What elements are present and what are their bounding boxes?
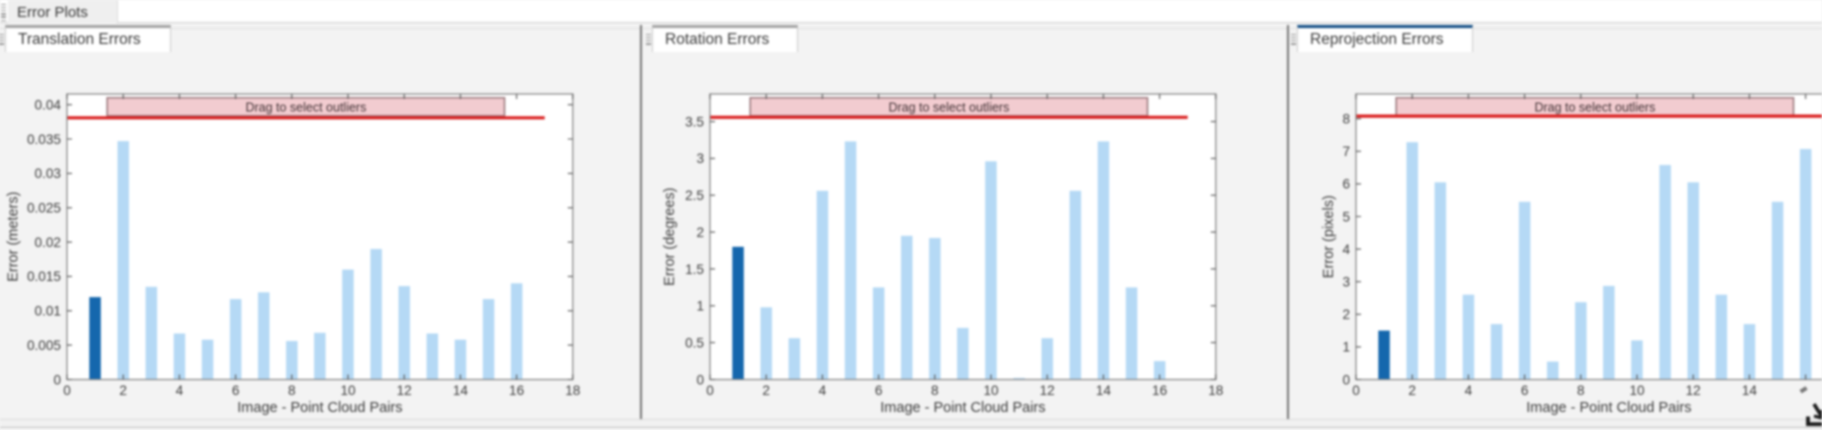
svg-text:12: 12 [1040,383,1055,398]
svg-text:8: 8 [1342,112,1350,127]
svg-text:12: 12 [1686,383,1701,398]
svg-text:16: 16 [1152,383,1167,398]
svg-text:0.025: 0.025 [27,201,61,216]
svg-text:3: 3 [696,151,704,166]
svg-text:Image - Point Cloud Pairs: Image - Point Cloud Pairs [237,400,402,416]
svg-text:2.5: 2.5 [685,188,704,203]
svg-text:5: 5 [1342,209,1350,224]
svg-text:2: 2 [119,383,127,398]
svg-text:0.005: 0.005 [27,338,61,353]
svg-text:0.015: 0.015 [27,269,61,284]
svg-text:8: 8 [931,383,939,398]
svg-text:18: 18 [565,383,580,398]
svg-text:6: 6 [1342,177,1350,192]
svg-text:10: 10 [1629,383,1645,398]
svg-text:2: 2 [696,225,704,240]
svg-text:0: 0 [63,383,71,398]
svg-text:2: 2 [1408,383,1416,398]
svg-text:Image - Point Cloud Pairs: Image - Point Cloud Pairs [1526,400,1691,416]
svg-text:Error (degrees): Error (degrees) [662,188,678,286]
svg-text:4: 4 [176,383,184,398]
svg-text:1.5: 1.5 [685,262,704,277]
svg-text:4: 4 [1342,242,1350,257]
svg-text:0: 0 [696,372,704,387]
svg-text:14: 14 [1742,383,1758,398]
svg-text:1: 1 [1342,340,1350,355]
svg-text:12: 12 [397,383,412,398]
svg-text:8: 8 [288,383,296,398]
svg-text:0: 0 [1342,372,1350,387]
svg-text:1: 1 [696,299,704,314]
svg-text:6: 6 [1521,383,1529,398]
svg-text:6: 6 [875,383,883,398]
svg-text:0.02: 0.02 [35,235,61,250]
svg-text:Drag to select outliers: Drag to select outliers [888,100,1009,114]
svg-text:10: 10 [983,383,999,398]
svg-text:0.03: 0.03 [35,166,61,181]
svg-text:0.5: 0.5 [685,335,704,350]
svg-text:4: 4 [819,383,827,398]
svg-text:14: 14 [1096,383,1112,398]
svg-text:7: 7 [1342,144,1350,159]
svg-text:14: 14 [453,383,469,398]
svg-text:Drag to select outliers: Drag to select outliers [245,100,366,114]
svg-text:16: 16 [509,383,524,398]
svg-text:4: 4 [1465,383,1473,398]
svg-text:Image - Point Cloud Pairs: Image - Point Cloud Pairs [880,400,1045,416]
svg-text:0: 0 [706,383,714,398]
svg-text:2: 2 [762,383,770,398]
svg-text:18: 18 [1208,383,1223,398]
svg-text:0.01: 0.01 [35,304,61,319]
svg-text:3.5: 3.5 [685,114,704,129]
svg-text:0.035: 0.035 [27,132,61,147]
svg-text:Drag to select outliers: Drag to select outliers [1534,100,1655,114]
svg-text:Error (pixels): Error (pixels) [1321,195,1337,278]
svg-text:0: 0 [53,372,61,387]
svg-text:Error (meters): Error (meters) [6,192,22,282]
svg-text:2: 2 [1342,307,1350,322]
svg-text:6: 6 [232,383,240,398]
svg-text:0.04: 0.04 [35,98,62,113]
svg-text:8: 8 [1577,383,1585,398]
svg-text:3: 3 [1342,275,1350,290]
svg-text:0: 0 [1352,383,1360,398]
svg-text:10: 10 [340,383,356,398]
